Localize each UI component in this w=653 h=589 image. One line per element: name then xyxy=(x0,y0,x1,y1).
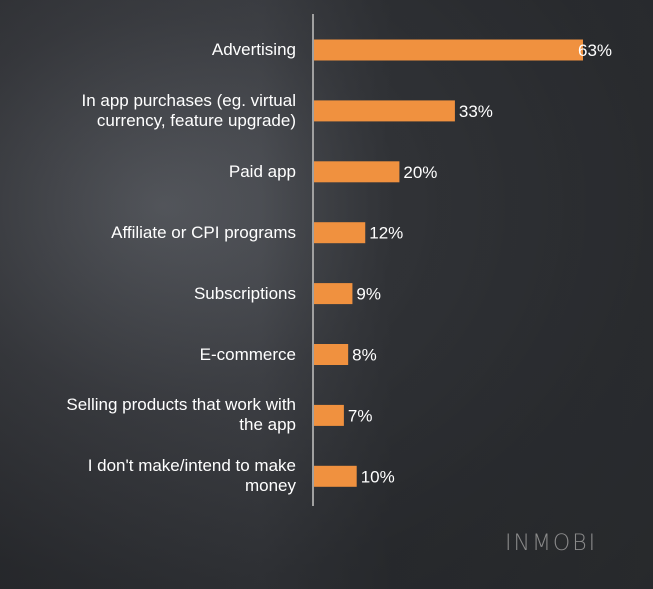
bar xyxy=(314,100,455,122)
category-label-line: In app purchases (eg. virtual xyxy=(81,90,296,110)
category-label: Paid app xyxy=(0,162,296,182)
bar xyxy=(314,404,344,426)
data-label: 12% xyxy=(369,224,403,243)
bar xyxy=(314,344,349,365)
data-label: 9% xyxy=(356,285,381,304)
category-label: In app purchases (eg. virtual currency, f… xyxy=(0,91,296,131)
bar xyxy=(314,283,353,305)
category-label-line: Paid app xyxy=(228,161,296,181)
bar xyxy=(314,161,400,183)
bar xyxy=(314,465,357,487)
category-label: I don't make/intend to make money xyxy=(0,456,296,496)
bar xyxy=(314,39,583,61)
category-label: E-commerce xyxy=(0,345,296,365)
inmobi-logo: INMOBI xyxy=(505,531,597,556)
logo-text: INMOBI xyxy=(505,531,598,556)
data-label: 63% xyxy=(578,41,612,60)
data-label: 33% xyxy=(459,102,493,121)
category-label-line: I don't make/intend to make xyxy=(87,456,296,476)
category-label-line: Advertising xyxy=(211,40,296,59)
category-label: Subscriptions xyxy=(0,284,296,304)
category-label: Selling products that work with the app xyxy=(0,395,296,435)
category-label-line: Subscriptions xyxy=(193,283,296,303)
category-label-line: the app xyxy=(239,415,296,435)
category-label-line: currency, feature upgrade) xyxy=(96,110,296,130)
category-label-line: money xyxy=(244,476,296,496)
data-label: 10% xyxy=(361,467,395,486)
data-label: 8% xyxy=(352,346,377,365)
category-label-line: E-commerce xyxy=(199,344,296,364)
bar xyxy=(314,222,366,244)
category-label: Affiliate or CPI programs xyxy=(0,223,296,243)
data-label: 20% xyxy=(403,163,437,182)
category-label-line: Selling products that work with xyxy=(66,395,296,415)
data-label: 7% xyxy=(348,406,373,425)
category-label-line: Affiliate or CPI programs xyxy=(111,222,296,242)
category-label: Advertising xyxy=(0,40,296,60)
